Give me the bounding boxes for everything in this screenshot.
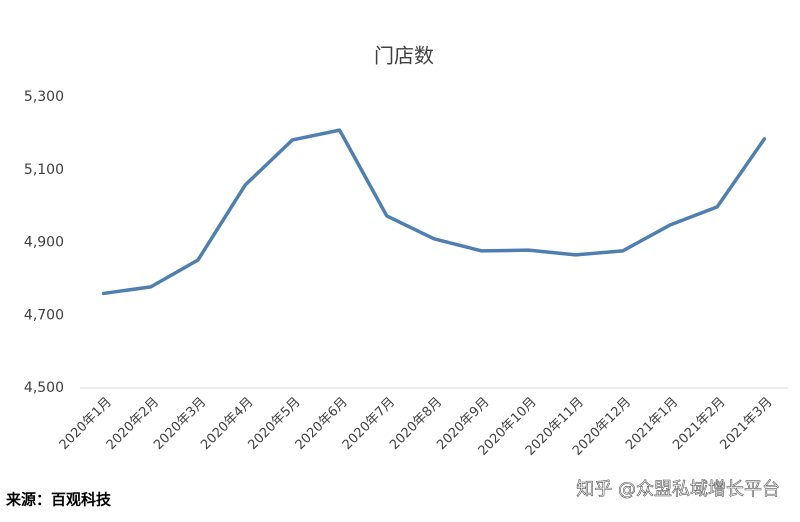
y-tick-label: 4,700	[24, 307, 64, 323]
source-note: 来源：百观科技	[5, 491, 112, 509]
y-tick-label: 4,900	[24, 235, 64, 251]
y-tick-label: 5,100	[24, 162, 64, 178]
chart-title: 门店数	[374, 44, 434, 68]
watermark: 知乎 @众盟私域增长平台	[576, 479, 780, 500]
data-line	[101, 128, 767, 296]
y-tick-label: 4,500	[24, 380, 64, 396]
y-tick-label: 5,300	[24, 89, 64, 105]
